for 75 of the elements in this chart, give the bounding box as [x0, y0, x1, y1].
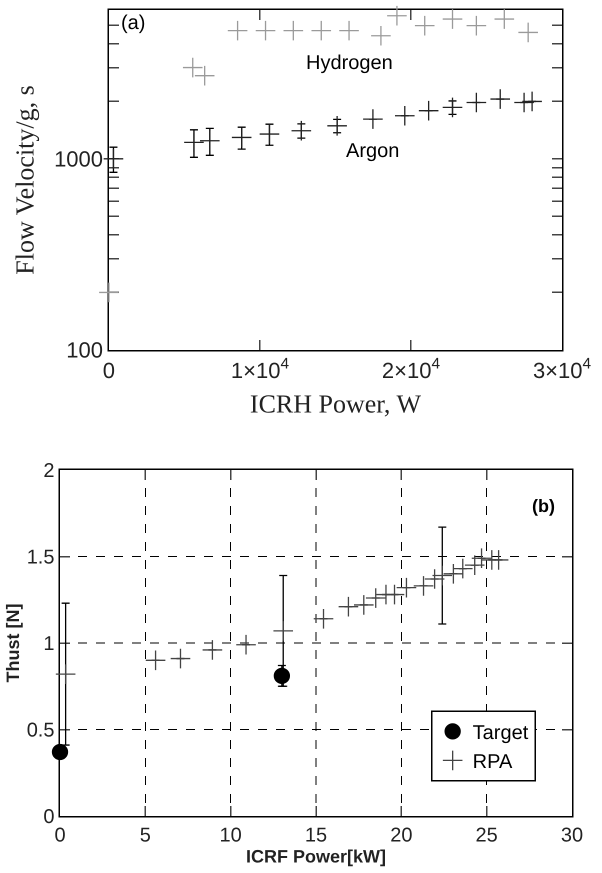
point	[255, 20, 276, 42]
point	[259, 124, 280, 144]
x-tick-label: 1×10$^{4}$	[230, 356, 290, 383]
point	[353, 594, 374, 616]
point	[488, 550, 510, 570]
point	[418, 100, 440, 122]
y-tick-label: 0.5	[26, 720, 54, 742]
point	[394, 105, 416, 126]
point	[396, 577, 417, 598]
y-axis-title: Flow Velocity/g, s	[10, 85, 40, 275]
legend-label: RPA	[472, 751, 513, 774]
x-tick-label: 15	[304, 824, 328, 846]
annotation: (b)	[532, 496, 555, 516]
point	[202, 639, 223, 660]
annotation: (a)	[121, 12, 146, 34]
y-tick-label: 0	[43, 806, 54, 828]
point	[370, 25, 392, 46]
point	[442, 8, 463, 30]
point	[326, 115, 348, 136]
point	[282, 20, 304, 42]
x-tick-label: 30	[560, 824, 584, 846]
point	[338, 20, 360, 42]
x-tick-label: 3×10$^{4}$	[532, 356, 592, 383]
point	[442, 563, 464, 584]
y-tick-label: 2	[43, 460, 54, 482]
x-axis-title: ICRF Power[kW]	[246, 846, 386, 866]
point	[471, 548, 492, 569]
point	[227, 20, 248, 42]
legend-label: Target	[472, 722, 529, 744]
point	[432, 565, 453, 586]
series-label: Argon	[346, 140, 400, 162]
y-tick-label: 1000	[54, 146, 104, 172]
point	[414, 15, 436, 36]
point	[442, 96, 463, 118]
y-tick-label: 1	[43, 633, 54, 655]
point	[466, 92, 487, 113]
point	[184, 132, 204, 153]
point	[424, 568, 446, 590]
point	[103, 148, 124, 170]
point	[313, 608, 334, 630]
x-tick-label: 5	[140, 824, 151, 846]
x-tick-label: 10	[220, 824, 242, 846]
y-axis-title: Thust [N]	[3, 604, 24, 682]
series-label: Hydrogen	[306, 52, 393, 74]
point	[384, 584, 405, 606]
point	[199, 130, 220, 152]
x-tick-label: 25	[476, 824, 498, 846]
x-tick-label: 20	[390, 824, 412, 846]
point	[55, 664, 76, 685]
point	[362, 108, 384, 130]
point	[518, 22, 539, 43]
y-tick-label: 1.5	[26, 546, 54, 568]
point	[170, 648, 191, 670]
point	[386, 5, 408, 26]
x-axis-title: ICRH Power, W	[250, 389, 422, 418]
point	[272, 620, 294, 642]
point	[514, 92, 535, 113]
point	[290, 120, 312, 142]
point	[236, 634, 256, 656]
point	[413, 575, 434, 596]
point	[494, 8, 515, 30]
point	[52, 744, 68, 760]
point	[365, 588, 386, 608]
point	[464, 554, 486, 576]
y-tick-label: 100	[66, 338, 104, 363]
point	[98, 282, 120, 303]
point	[231, 127, 252, 148]
point	[338, 596, 359, 618]
point	[522, 90, 543, 112]
point	[310, 20, 332, 42]
x-tick-label: 2×10$^{4}$	[382, 356, 440, 383]
point	[145, 650, 166, 671]
point	[452, 558, 474, 580]
point	[490, 88, 511, 110]
point	[466, 15, 487, 36]
